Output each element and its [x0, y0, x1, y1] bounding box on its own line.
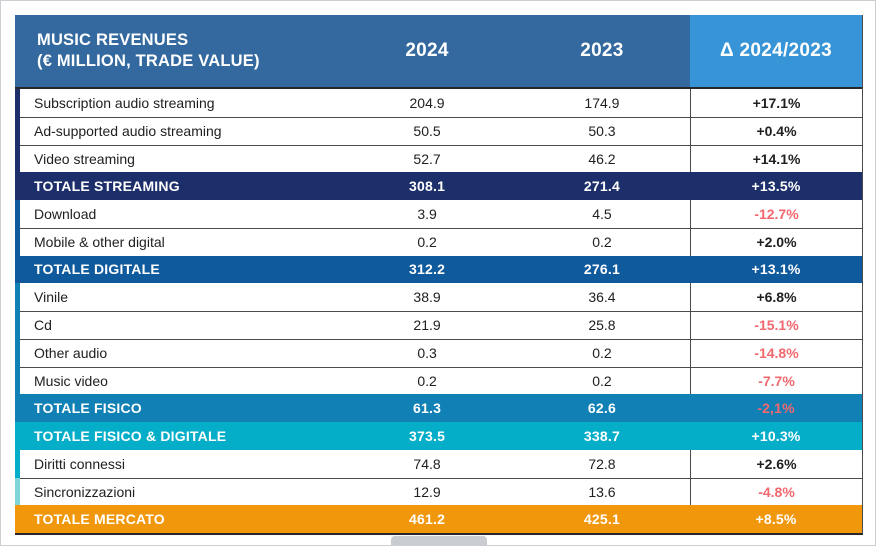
table-row-totale-digitale: TOTALE DIGITALE 312.2 276.1 +13.1%	[15, 255, 862, 284]
delta-value: +6.8%	[690, 283, 862, 311]
table-row-mobile-other-digital: Mobile & other digital 0.2 0.2 +2.0%	[15, 227, 862, 256]
row-label: TOTALE FISICO	[34, 400, 142, 417]
value-2023: 338.7	[583, 427, 620, 444]
row-label: Vinile	[34, 289, 68, 306]
table-row-cd: Cd 21.9 25.8 -15.1%	[15, 311, 862, 339]
table-row-other-audio: Other audio 0.3 0.2 -14.8%	[15, 338, 862, 367]
table-header-row: MUSIC REVENUES (€ MILLION, TRADE VALUE) …	[15, 15, 862, 89]
delta-value: +13.5%	[751, 178, 801, 195]
value-2024: 0.3	[417, 345, 437, 362]
delta-value: +14.1%	[690, 145, 862, 173]
delta-value: +2.6%	[690, 449, 862, 478]
table-row-subscription-audio-streaming: Subscription audio streaming 204.9 174.9…	[15, 89, 862, 117]
row-label: Other audio	[34, 345, 108, 362]
delta-value: -14.8%	[690, 339, 862, 367]
delta-value: -7.7%	[690, 367, 862, 395]
table-row-video-streaming: Video streaming 52.7 46.2 +14.1%	[15, 144, 862, 173]
row-label: Subscription audio streaming	[34, 94, 215, 111]
table-title-line1: MUSIC REVENUES	[37, 30, 189, 49]
bottom-notch-decoration	[391, 536, 487, 545]
delta-value: +2.0%	[690, 228, 862, 256]
delta-value: +17.1%	[690, 89, 862, 117]
value-2023: 36.4	[588, 289, 616, 306]
value-2023: 174.9	[584, 94, 620, 111]
table-row-diritti-connessi: Diritti connessi 74.8 72.8 +2.6%	[15, 449, 862, 478]
value-2023: 25.8	[588, 317, 616, 334]
delta-value: +10.3%	[751, 427, 801, 444]
value-2023: 62.6	[587, 400, 616, 417]
value-2023: 72.8	[588, 455, 616, 472]
music-revenues-table: MUSIC REVENUES (€ MILLION, TRADE VALUE) …	[15, 15, 863, 535]
delta-value: -15.1%	[690, 312, 862, 339]
table-title: MUSIC REVENUES (€ MILLION, TRADE VALUE)	[15, 15, 340, 87]
table-row-totale-fisico-digitale: TOTALE FISICO & DIGITALE 373.5 338.7 +10…	[15, 422, 862, 450]
row-label: Diritti connessi	[34, 455, 126, 472]
value-2024: 461.2	[409, 511, 446, 528]
value-2024: 312.2	[409, 261, 446, 278]
value-2023: 50.3	[588, 123, 616, 140]
row-label: Music video	[34, 372, 108, 389]
value-2024: 373.5	[409, 427, 446, 444]
delta-value: +8.5%	[755, 511, 797, 528]
table-row-totale-streaming: TOTALE STREAMING 308.1 271.4 +13.5%	[15, 172, 862, 200]
table-title-line2: (€ MILLION, TRADE VALUE)	[37, 52, 260, 70]
table-row-vinile: Vinile 38.9 36.4 +6.8%	[15, 283, 862, 311]
table-row-totale-fisico: TOTALE FISICO 61.3 62.6 -2,1%	[15, 394, 862, 422]
delta-value: +13.1%	[751, 261, 801, 278]
value-2024: 308.1	[409, 178, 446, 195]
value-2023: 4.5	[592, 205, 612, 222]
row-label: TOTALE FISICO & DIGITALE	[34, 427, 227, 444]
row-label: Video streaming	[34, 150, 135, 167]
col-header-delta: Δ 2024/2023	[690, 15, 862, 87]
value-2024: 38.9	[413, 289, 441, 306]
value-2023: 13.6	[588, 483, 616, 500]
row-label: TOTALE STREAMING	[34, 178, 180, 195]
value-2024: 0.2	[417, 234, 437, 251]
row-label: Sincronizzazioni	[34, 483, 136, 500]
value-2023: 271.4	[583, 178, 620, 195]
value-2024: 50.5	[413, 123, 441, 140]
value-2023: 0.2	[592, 234, 612, 251]
delta-value: -12.7%	[690, 200, 862, 228]
value-2024: 204.9	[409, 94, 445, 111]
value-2023: 0.2	[592, 372, 612, 389]
value-2024: 12.9	[413, 483, 441, 500]
row-label: Mobile & other digital	[34, 234, 165, 251]
row-label: TOTALE MERCATO	[34, 511, 165, 528]
value-2023: 276.1	[583, 261, 620, 278]
delta-value: -2,1%	[757, 400, 795, 417]
table-row-music-video: Music video 0.2 0.2 -7.7%	[15, 366, 862, 395]
delta-value: -4.8%	[690, 478, 862, 506]
value-2024: 21.9	[413, 317, 441, 334]
row-label: TOTALE DIGITALE	[34, 261, 160, 278]
value-2023: 0.2	[592, 345, 612, 362]
value-2023: 425.1	[583, 511, 620, 528]
row-label: Ad-supported audio streaming	[34, 123, 222, 140]
value-2024: 74.8	[413, 455, 441, 472]
value-2024: 0.2	[417, 372, 437, 389]
value-2023: 46.2	[588, 150, 616, 167]
delta-value: +0.4%	[690, 117, 862, 145]
col-header-2024: 2024	[405, 40, 449, 61]
value-2024: 3.9	[417, 205, 437, 222]
table-row-download: Download 3.9 4.5 -12.7%	[15, 200, 862, 228]
table-row-totale-mercato: TOTALE MERCATO 461.2 425.1 +8.5%	[15, 505, 862, 533]
table-row-ad-supported-audio-streaming: Ad-supported audio streaming 50.5 50.3 +…	[15, 116, 862, 145]
row-label: Cd	[34, 317, 52, 334]
value-2024: 61.3	[413, 400, 442, 417]
col-header-2023: 2023	[580, 40, 624, 61]
table-row-sincronizzazioni: Sincronizzazioni 12.9 13.6 -4.8%	[15, 477, 862, 506]
value-2024: 52.7	[413, 150, 441, 167]
row-label: Download	[34, 205, 97, 222]
